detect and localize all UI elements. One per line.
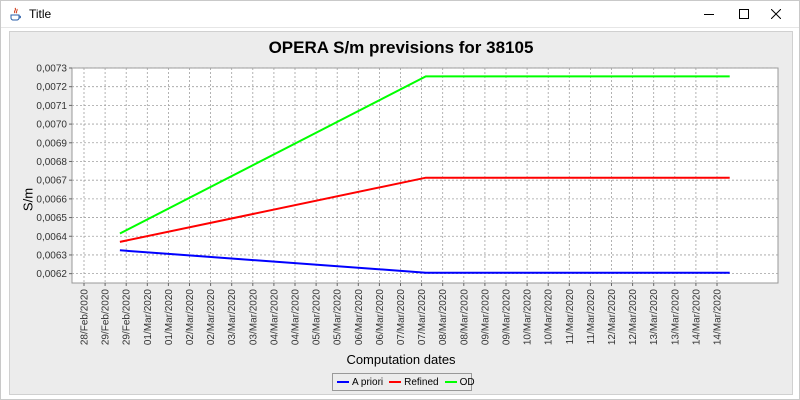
x-tick-label: 01/Mar/2020 bbox=[164, 289, 175, 346]
minimize-icon bbox=[704, 14, 714, 15]
x-tick-label: 14/Mar/2020 bbox=[691, 289, 702, 346]
legend-label: A priori bbox=[352, 376, 384, 388]
legend-label: Refined bbox=[404, 376, 439, 388]
close-icon bbox=[771, 9, 781, 19]
series-line-refined bbox=[119, 176, 730, 243]
series-line-od bbox=[119, 75, 730, 235]
java-app-icon bbox=[10, 7, 21, 21]
y-axis-label: S/m bbox=[20, 187, 36, 212]
x-tick-label: 02/Mar/2020 bbox=[185, 289, 196, 346]
chart-title: OPERA S/m previsions for 38105 bbox=[268, 38, 534, 57]
y-tick-label: 0,0072 bbox=[36, 82, 67, 93]
y-tick-label: 0,0065 bbox=[36, 213, 67, 224]
y-tick-label: 0,0068 bbox=[36, 157, 67, 168]
y-tick-label: 0,0067 bbox=[36, 176, 67, 187]
x-tick-label: 29/Feb/2020 bbox=[101, 289, 112, 346]
x-tick-label: 11/Mar/2020 bbox=[565, 289, 576, 345]
x-tick-label: 08/Mar/2020 bbox=[459, 289, 470, 346]
x-tick-label: 07/Mar/2020 bbox=[396, 289, 407, 346]
x-tick-label: 12/Mar/2020 bbox=[607, 289, 618, 346]
series-line-a-priori bbox=[119, 249, 730, 274]
maximize-button[interactable] bbox=[721, 1, 767, 27]
y-tick-label: 0,0064 bbox=[36, 232, 67, 243]
x-tick-label: 02/Mar/2020 bbox=[206, 289, 217, 346]
x-tick-label: 13/Mar/2020 bbox=[670, 289, 681, 346]
legend-item: OD bbox=[444, 376, 475, 388]
x-tick-label: 08/Mar/2020 bbox=[438, 289, 449, 346]
legend-item: A priori bbox=[337, 377, 383, 388]
title-bar[interactable]: Title bbox=[1, 1, 799, 28]
x-tick-label: 03/Mar/2020 bbox=[248, 289, 259, 346]
y-tick-label: 0,0071 bbox=[36, 101, 67, 112]
legend-swatch bbox=[444, 381, 457, 383]
x-tick-label: 09/Mar/2020 bbox=[502, 289, 513, 346]
x-tick-label: 10/Mar/2020 bbox=[544, 289, 555, 346]
x-tick-label: 03/Mar/2020 bbox=[227, 289, 238, 346]
x-tick-label: 28/Feb/2020 bbox=[80, 289, 91, 346]
x-tick-label: 29/Feb/2020 bbox=[122, 289, 133, 346]
x-tick-label: 04/Mar/2020 bbox=[269, 289, 280, 346]
y-tick-label: 0,0073 bbox=[36, 64, 67, 75]
y-tick-label: 0,0063 bbox=[36, 250, 67, 261]
x-tick-label: 05/Mar/2020 bbox=[333, 289, 344, 346]
y-tick-label: 0,0070 bbox=[36, 120, 67, 131]
window-title: Title bbox=[29, 7, 52, 21]
chart-panel: 0,0062 0,0063 0,0064 0,0065 0,0066 0,0067 0,00… bbox=[9, 31, 793, 395]
legend-item: Refined bbox=[389, 376, 439, 388]
legend-swatch bbox=[389, 381, 402, 383]
x-tick-label: 10/Mar/2020 bbox=[523, 289, 534, 346]
x-tick-label: 09/Mar/2020 bbox=[480, 289, 491, 346]
x-tick-label: 04/Mar/2020 bbox=[291, 289, 302, 346]
y-tick-label: 0,0062 bbox=[36, 269, 67, 280]
x-axis-label: Computation dates bbox=[346, 352, 456, 367]
line-chart: 0,0062 0,0063 0,0064 0,0065 0,0066 0,0067 0,00… bbox=[36, 64, 779, 346]
x-tick-label: 01/Mar/2020 bbox=[143, 289, 154, 346]
legend-swatch bbox=[337, 381, 349, 383]
legend-label: OD bbox=[459, 376, 475, 388]
x-tick-label: 06/Mar/2020 bbox=[354, 289, 365, 346]
chart-legend: A priori Refined OD bbox=[332, 373, 475, 391]
x-tick-label: 13/Mar/2020 bbox=[649, 289, 660, 346]
maximize-icon bbox=[739, 9, 749, 19]
y-tick-label: 0,0066 bbox=[36, 194, 67, 205]
y-tick-label: 0,0069 bbox=[36, 138, 67, 149]
x-tick-label: 05/Mar/2020 bbox=[312, 289, 323, 346]
close-button[interactable] bbox=[753, 1, 799, 27]
x-tick-label: 12/Mar/2020 bbox=[628, 289, 639, 346]
x-tick-label: 14/Mar/2020 bbox=[713, 289, 724, 346]
x-tick-label: 11/Mar/2020 bbox=[586, 289, 597, 345]
x-tick-label: 06/Mar/2020 bbox=[375, 289, 386, 346]
plot-area bbox=[71, 67, 779, 284]
x-tick-label: 07/Mar/2020 bbox=[417, 289, 428, 346]
minimize-button[interactable] bbox=[686, 1, 732, 27]
